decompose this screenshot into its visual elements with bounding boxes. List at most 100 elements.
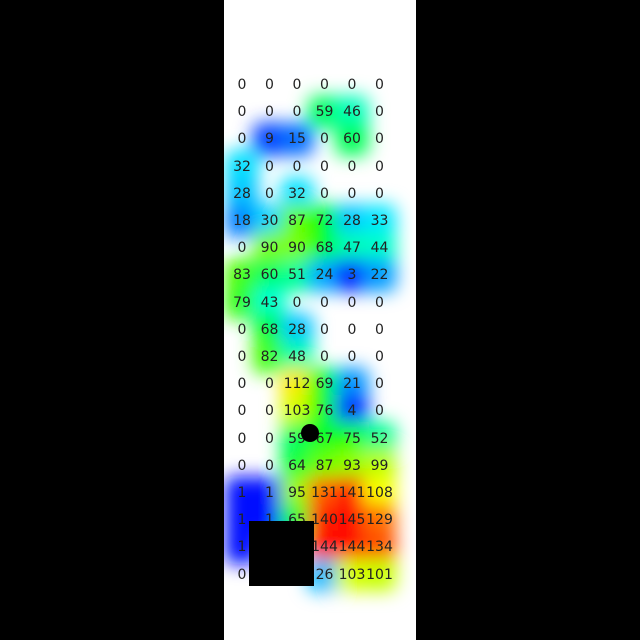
heat-cell xyxy=(362,204,397,238)
heat-cell xyxy=(252,204,287,238)
cell-value: 0 xyxy=(347,158,357,175)
cell-value: 0 xyxy=(347,294,357,311)
cell-value: 47 xyxy=(343,240,361,257)
cell-value: 3 xyxy=(347,267,357,284)
cell-value: 0 xyxy=(375,104,384,121)
cell-value: 0 xyxy=(237,131,247,148)
cell-value: 90 xyxy=(260,240,279,257)
cell-value: 0 xyxy=(237,321,247,338)
cell-value: 44 xyxy=(370,240,389,257)
cell-value: 28 xyxy=(233,185,251,202)
cell-value: 131 xyxy=(311,485,338,501)
cell-value: 0 xyxy=(237,566,247,583)
cell-value: 0 xyxy=(292,294,302,311)
cell-value: 103 xyxy=(283,403,311,420)
cell-value: 82 xyxy=(260,349,279,365)
cell-value: 0 xyxy=(320,185,329,202)
heat-cell xyxy=(225,286,259,320)
heat-cell xyxy=(362,422,397,456)
cell-value: 0 xyxy=(265,77,274,93)
cell-value: 0 xyxy=(237,77,247,93)
cell-value: 0 xyxy=(375,376,384,393)
cell-value: 0 xyxy=(237,430,247,447)
heat-cell xyxy=(335,204,369,238)
cell-value: 129 xyxy=(366,512,393,529)
heat-blobs xyxy=(225,95,397,592)
marker-dot xyxy=(301,424,319,442)
heat-cell xyxy=(335,367,369,401)
cell-value: 140 xyxy=(311,512,338,529)
heat-cell xyxy=(307,204,342,238)
heat-cell xyxy=(307,503,342,537)
heat-cell xyxy=(280,231,314,265)
cell-value: 32 xyxy=(288,185,306,202)
heat-cell xyxy=(280,204,314,238)
heat-cell xyxy=(335,122,369,156)
heat-cell xyxy=(252,476,287,510)
occluder-box xyxy=(249,521,314,586)
cell-value: 18 xyxy=(233,213,251,229)
cell-value: 0 xyxy=(237,240,247,257)
cell-value: 0 xyxy=(292,158,302,175)
cell-value: 0 xyxy=(265,430,274,447)
cell-value: 4 xyxy=(347,403,357,420)
heat-cell xyxy=(362,530,397,564)
cell-value: 0 xyxy=(375,131,384,148)
cell-value: 68 xyxy=(315,240,334,257)
cell-value: 59 xyxy=(315,104,334,121)
heat-cell xyxy=(335,449,369,483)
cell-value: 68 xyxy=(260,321,279,338)
heat-cell xyxy=(307,95,342,129)
heat-cell xyxy=(362,558,397,592)
heat-cell xyxy=(362,449,397,483)
cell-value: 0 xyxy=(375,349,384,365)
cell-value: 1 xyxy=(237,512,247,529)
value-grid: 0 0 0 0 0 0 0 0 0 59 46 0 0 9 15 0 60 0 32 0 0 0 0 0 28 0 32 0 0 0 18 3… xyxy=(224,0,416,640)
heat-cell xyxy=(335,258,369,292)
heat-cell xyxy=(335,394,369,428)
heat-cell xyxy=(307,476,342,510)
cell-value: 112 xyxy=(283,376,311,393)
heat-cell xyxy=(362,231,397,265)
cell-value: 0 xyxy=(375,321,384,338)
cell-value: 0 xyxy=(265,403,274,420)
heat-cell xyxy=(280,177,314,211)
heat-cell xyxy=(280,476,314,510)
cell-value: 0 xyxy=(237,403,247,420)
cell-value: 15 xyxy=(288,131,306,148)
heat-cell xyxy=(252,258,287,292)
cell-value: 1 xyxy=(265,485,274,501)
cell-value: 0 xyxy=(347,77,357,93)
cell-value: 0 xyxy=(375,294,384,311)
cell-value: 64 xyxy=(288,457,306,474)
cell-value: 0 xyxy=(375,77,384,93)
cell-value: 0 xyxy=(347,349,357,365)
cell-value: 101 xyxy=(366,566,393,583)
cell-value: 0 xyxy=(265,457,274,474)
heat-cell xyxy=(252,340,287,374)
cell-value: 69 xyxy=(315,376,334,393)
heat-cell xyxy=(362,476,397,510)
heat-cell xyxy=(280,258,314,292)
cell-value: 0 xyxy=(265,158,274,175)
heat-cell xyxy=(307,231,342,265)
cell-value: 0 xyxy=(237,457,247,474)
cell-value: 87 xyxy=(288,213,306,229)
cell-value: 60 xyxy=(260,267,279,284)
heat-cell xyxy=(307,558,342,592)
cell-value: 28 xyxy=(343,213,361,229)
cell-value: 93 xyxy=(343,457,361,474)
heat-cell xyxy=(225,204,259,238)
cell-value: 1 xyxy=(237,485,247,501)
cell-value: 46 xyxy=(343,104,361,121)
cell-value: 144 xyxy=(311,539,338,556)
cell-value: 0 xyxy=(320,131,329,148)
cell-value: 108 xyxy=(366,485,393,501)
heat-cell xyxy=(307,367,342,401)
cell-value: 0 xyxy=(347,185,357,202)
cell-value: 0 xyxy=(237,104,247,121)
heat-cell xyxy=(362,503,397,537)
heat-cell xyxy=(362,258,397,292)
cell-value: 24 xyxy=(315,267,334,284)
cell-value: 33 xyxy=(370,213,389,229)
